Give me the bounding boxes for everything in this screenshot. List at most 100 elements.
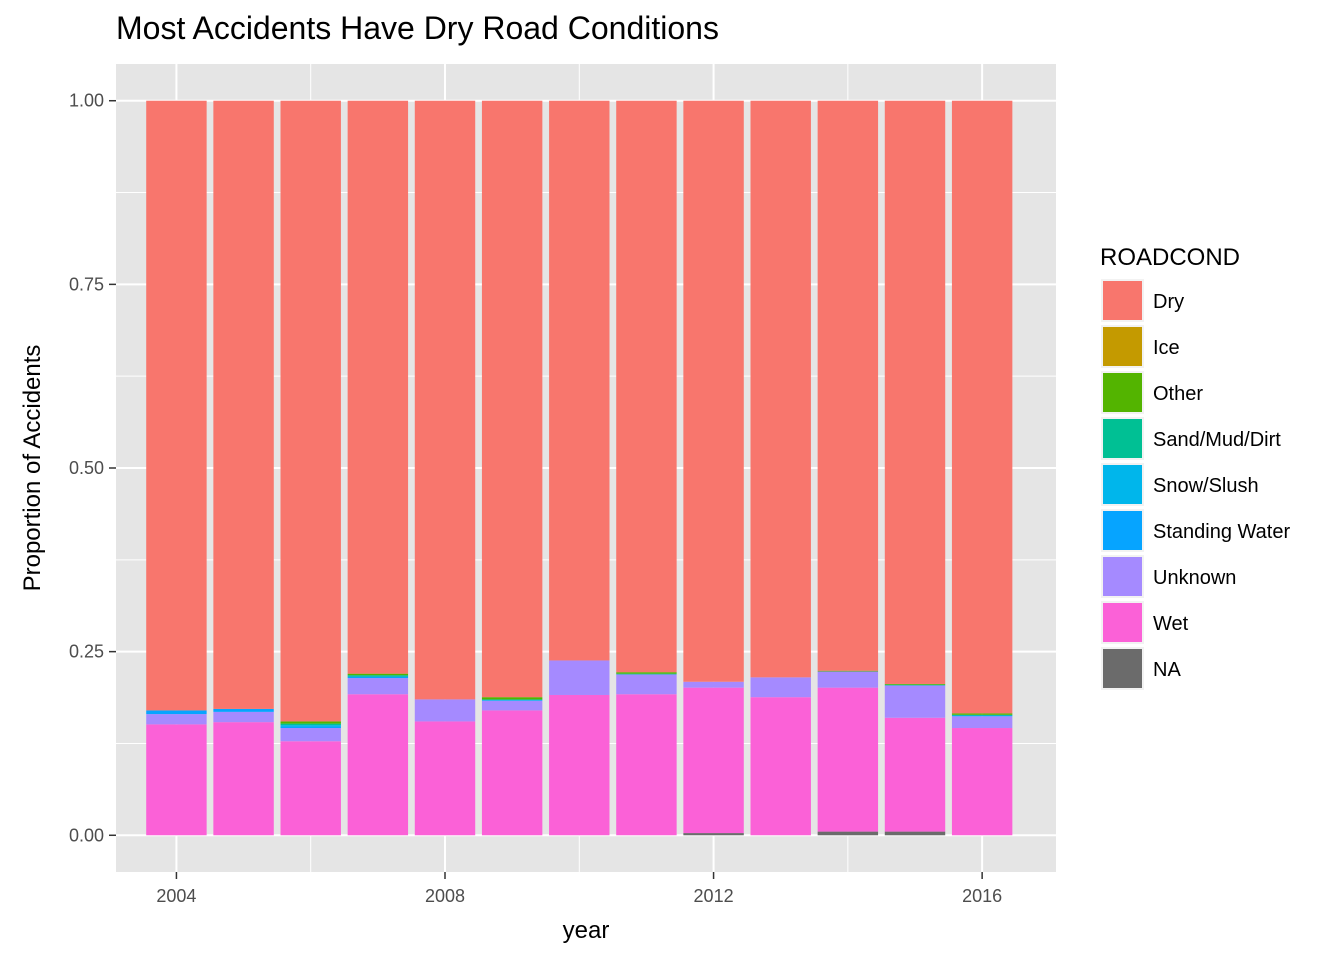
bar-segment-wet-2008 [414,721,476,836]
x-tick-label: 2012 [694,886,734,906]
bar-segment-unknown-2015 [884,685,946,718]
legend-swatch-wet [1103,603,1142,642]
x-tick-label: 2008 [425,886,465,906]
bar-segment-na-2014 [817,831,879,836]
bar-stack-2012 [683,100,744,836]
bar-segment-other-2016 [951,713,1013,715]
y-tick-label: 0.25 [69,642,104,662]
bar-segment-other-2009 [481,697,543,700]
x-tick-label: 2004 [156,886,196,906]
bars [146,100,1013,836]
bar-segment-dry-2005 [213,100,274,709]
bar-segment-other-2007 [347,673,409,676]
legend-swatch-snow-slush [1103,465,1142,504]
bar-segment-unknown-2005 [213,711,274,723]
bar-segment-unknown-2010 [549,660,610,695]
bar-segment-sand-mud-dirt-2011 [616,673,677,675]
bar-segment-dry-2010 [549,100,610,661]
chart-title: Most Accidents Have Dry Road Conditions [116,10,719,46]
legend-label-wet: Wet [1153,613,1189,635]
bar-segment-snow-slush-2006 [280,725,341,727]
bar-segment-wet-2011 [616,694,677,836]
bar-segment-standing-water-2004 [146,710,207,715]
y-tick-label: 0.50 [69,458,104,478]
legend-swatch-standing-water [1103,511,1142,550]
y-tick-label: 1.00 [69,91,104,111]
legend-swatch-dry [1103,281,1142,320]
bar-stack-2009 [481,100,543,836]
bar-segment-sand-mud-dirt-2006 [280,723,341,726]
legend: ROADCOND Dry Ice Other Sand/Mud/Dirt Snow/Sl… [1100,244,1290,690]
bar-segment-unknown-2009 [481,700,543,711]
bar-segment-wet-2010 [549,694,610,836]
legend-label-na: NA [1153,659,1181,681]
bar-stack-2015 [884,100,946,836]
bar-stack-2016 [951,100,1013,836]
bar-segment-other-2014 [817,670,879,672]
legend-label-standing-water: Standing Water [1153,521,1290,543]
legend-label-unknown: Unknown [1153,567,1236,589]
bar-segment-unknown-2006 [280,728,341,742]
legend-swatch-ice [1103,327,1142,366]
bar-segment-dry-2008 [414,100,476,700]
bar-segment-wet-2007 [347,694,409,836]
bar-segment-standing-water-2005 [213,708,274,712]
bar-stack-2011 [616,100,677,836]
bar-segment-sand-mud-dirt-2016 [951,714,1013,716]
bar-segment-dry-2006 [280,100,341,722]
legend-swatch-sand-mud-dirt [1103,419,1142,458]
bar-segment-unknown-2013 [750,677,811,698]
bar-segment-wet-2006 [280,741,341,836]
bar-segment-standing-water-2016 [951,715,1013,717]
x-tick-label: 2016 [962,886,1002,906]
bar-segment-dry-2016 [951,100,1013,714]
bar-segment-dry-2007 [347,100,409,674]
legend-label-snow-slush: Snow/Slush [1153,475,1259,497]
legend-label-sand-mud-dirt: Sand/Mud/Dirt [1153,429,1281,451]
bar-segment-na-2015 [884,831,946,836]
bar-stack-2014 [817,100,879,836]
bar-segment-na-2012 [683,833,744,836]
bar-segment-sand-mud-dirt-2015 [884,684,946,686]
bar-segment-wet-2014 [817,687,879,832]
bar-segment-unknown-2016 [951,716,1013,729]
bar-segment-unknown-2004 [146,714,207,725]
legend-swatch-na [1103,649,1142,688]
legend-label-ice: Ice [1153,337,1180,359]
bar-segment-unknown-2012 [683,681,744,688]
bar-segment-dry-2004 [146,100,207,711]
bar-segment-dry-2013 [750,100,811,678]
bar-segment-unknown-2008 [414,699,476,722]
bar-segment-wet-2013 [750,697,811,836]
bar-segment-standing-water-2009 [481,700,543,701]
bar-segment-other-2015 [884,683,946,685]
x-axis-title: year [563,917,610,944]
bar-segment-dry-2015 [884,100,946,684]
bar-stack-2013 [750,100,811,836]
axes: 0.00 0.25 0.50 0.75 1.00 2004 2008 2012 2016 [69,91,1002,906]
bar-segment-wet-2016 [951,728,1013,836]
y-tick-label: 0.75 [69,274,104,294]
bar-stack-2008 [414,100,476,836]
bar-segment-dry-2011 [616,100,677,673]
bar-segment-dry-2012 [683,100,744,682]
legend-swatch-other [1103,373,1142,412]
bar-segment-wet-2015 [884,717,946,832]
bar-segment-wet-2012 [683,687,744,834]
bar-stack-2007 [347,100,409,836]
legend-label-dry: Dry [1153,291,1184,313]
legend-swatch-unknown [1103,557,1142,596]
bar-segment-standing-water-2006 [280,726,341,729]
bar-segment-unknown-2007 [347,678,409,695]
bar-segment-wet-2009 [481,710,543,836]
bar-stack-2005 [213,100,274,836]
bar-segment-wet-2004 [146,724,207,836]
y-tick-label: 0.00 [69,825,104,845]
bar-segment-unknown-2011 [616,674,677,695]
bar-segment-other-2006 [280,721,341,724]
bar-segment-wet-2005 [213,722,274,836]
bar-segment-standing-water-2007 [347,676,409,679]
bar-segment-sand-mud-dirt-2007 [347,675,409,677]
bar-stack-2010 [549,100,610,836]
